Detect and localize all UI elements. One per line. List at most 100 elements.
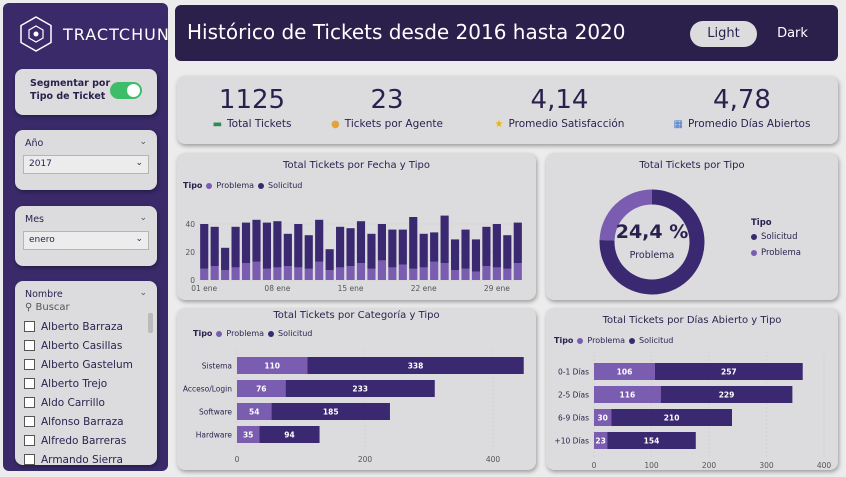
kpi-promedio-dias-abiertos: 4,78 ▦ Promedio Días Abiertos <box>667 84 817 130</box>
chart-tickets-tipo: Total Tickets por Tipo 24,4 % Problema T… <box>546 153 838 300</box>
bar-solicitud <box>304 235 313 269</box>
x-tick-label: 400 <box>817 461 832 470</box>
name-label: Armando Sierra <box>41 453 123 466</box>
bar-solicitud <box>430 232 439 262</box>
bar-problema <box>440 263 449 280</box>
category-label: 0-1 Días <box>558 368 589 377</box>
kpi-tickets-por-agente: 23 ● Tickets por Agente <box>327 84 447 130</box>
search-box[interactable]: ⚲ Buscar <box>25 302 70 313</box>
chart-legend: Tipo Problema Solicitud <box>193 329 312 338</box>
sidebar: TRACTCHUN Segmentar por Tipo de Ticket A… <box>3 3 170 471</box>
bar-solicitud <box>367 233 376 269</box>
data-label: 229 <box>719 391 735 400</box>
x-tick-label: 200 <box>702 461 717 470</box>
bar-solicitud <box>294 224 303 268</box>
name-label: Alberto Trejo <box>41 377 108 390</box>
x-tick-label: 08 ene <box>264 284 290 293</box>
legend-label-solicitud: Solicitud <box>761 232 798 242</box>
data-label: 210 <box>664 414 680 423</box>
legend-dot-problema <box>751 250 757 256</box>
checkbox[interactable] <box>24 397 35 408</box>
checkbox[interactable] <box>24 435 35 446</box>
name-label: Alfonso Barraza <box>41 415 124 428</box>
legend-dot-solicitud <box>258 182 265 189</box>
anio-slicer: Año ⌄ 2017 ⌄ <box>15 130 157 190</box>
checkbox[interactable] <box>24 416 35 427</box>
list-item[interactable]: Alfredo Barreras <box>24 431 133 450</box>
list-item[interactable]: Aldo Carrillo <box>24 393 133 412</box>
list-item[interactable]: Alberto Gastelum <box>24 355 133 374</box>
donut-center-value: 24,4 % <box>615 221 689 243</box>
bar-problema <box>237 357 308 374</box>
mes-value: enero <box>29 235 55 245</box>
calendar-icon: ▦ <box>673 119 683 130</box>
legend-label-solicitud: Solicitud <box>268 181 303 190</box>
bar-solicitud <box>283 233 292 266</box>
bar-problema <box>388 267 397 280</box>
chart-title: Total Tickets por Fecha y Tipo <box>283 160 430 171</box>
bar-solicitud <box>271 403 390 420</box>
bar-solicitud <box>346 228 355 266</box>
bar-problema <box>200 268 209 280</box>
chart-tickets-dias-tipo: Total Tickets por Días Abierto y Tipo Ti… <box>546 308 838 470</box>
list-item[interactable]: Alberto Casillas <box>24 336 133 355</box>
brand-logo: TRACTCHUN <box>17 15 170 53</box>
bar-solicitud <box>482 226 491 266</box>
x-tick-label: 0 <box>235 455 240 464</box>
list-item[interactable]: Alberto Barraza <box>24 317 133 336</box>
data-label: 257 <box>721 368 737 377</box>
donut-slice-solicitud <box>599 189 705 295</box>
dark-theme-button[interactable]: Dark <box>777 26 808 41</box>
segment-toggle[interactable] <box>110 82 142 99</box>
list-item[interactable]: Armando Sierra <box>24 450 133 465</box>
bar-problema <box>430 261 439 280</box>
checkbox[interactable] <box>24 378 35 389</box>
toggle-label: Segmentar por Tipo de Ticket <box>30 78 111 102</box>
bar-problema <box>594 409 612 426</box>
bar-solicitud <box>356 221 366 264</box>
checkbox[interactable] <box>24 454 35 465</box>
type-donut-chart <box>599 189 705 295</box>
bar-problema <box>237 403 272 420</box>
category-label: 6-9 Días <box>558 414 589 423</box>
light-theme-button[interactable]: Light <box>690 21 757 47</box>
checkbox[interactable] <box>24 340 35 351</box>
legend-title: Tipo <box>554 336 574 345</box>
bar-solicitud <box>492 224 501 268</box>
kpi-value: 4,78 <box>713 85 771 115</box>
checkbox[interactable] <box>24 359 35 370</box>
bar-problema <box>304 268 313 280</box>
mes-slicer: Mes ⌄ enero ⌄ <box>15 206 157 266</box>
bar-problema <box>471 271 481 280</box>
bar-solicitud <box>503 235 512 269</box>
bar-solicitud <box>285 380 435 397</box>
list-item[interactable]: Alberto Trejo <box>24 374 133 393</box>
bar-problema <box>419 267 428 280</box>
bar-problema <box>409 268 418 280</box>
mes-dropdown[interactable]: enero ⌄ <box>23 231 149 250</box>
page-title: Histórico de Tickets desde 2016 hasta 20… <box>187 20 626 44</box>
data-label: 110 <box>264 362 280 371</box>
bar-problema <box>594 363 655 380</box>
bar-problema <box>210 266 219 280</box>
chevron-down-icon[interactable]: ⌄ <box>139 288 147 298</box>
name-label: Alfredo Barreras <box>41 434 127 447</box>
donut-legend: Tipo Solicitud Problema <box>751 218 801 258</box>
anio-dropdown[interactable]: 2017 ⌄ <box>23 155 149 174</box>
bar-problema <box>241 263 251 280</box>
bar-solicitud <box>221 247 230 271</box>
checkbox[interactable] <box>24 321 35 332</box>
chevron-down-icon[interactable]: ⌄ <box>139 137 147 147</box>
data-label: 76 <box>256 385 266 394</box>
data-label: 338 <box>408 362 424 371</box>
bar-problema <box>492 267 501 280</box>
list-item[interactable]: Alfonso Barraza <box>24 412 133 431</box>
y-tick-label: 0 <box>190 276 195 285</box>
chart-tickets-categoria-tipo: Total Tickets por Categoría y Tipo Tipo … <box>177 308 536 470</box>
x-tick-label: 400 <box>486 455 501 464</box>
chevron-down-icon[interactable]: ⌄ <box>139 213 147 223</box>
scrollbar[interactable] <box>148 313 153 333</box>
segment-toggle-card: Segmentar por Tipo de Ticket <box>15 69 157 115</box>
donut-slice-problema <box>599 189 653 241</box>
legend-dot-problema <box>206 182 213 189</box>
